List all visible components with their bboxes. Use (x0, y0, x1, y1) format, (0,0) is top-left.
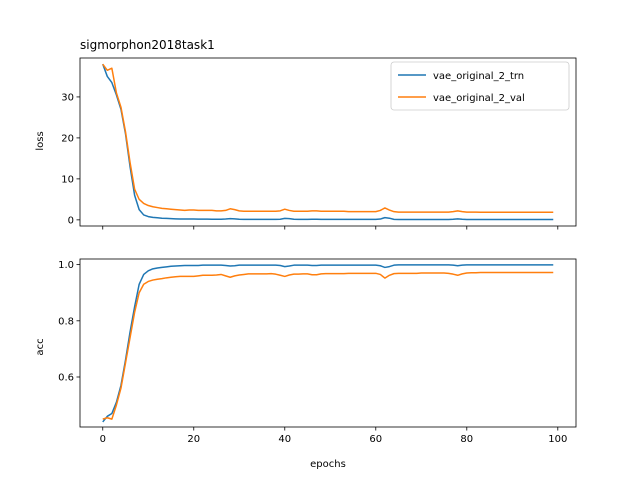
acc-series-line-trn (102, 264, 554, 423)
acc-lines (102, 264, 554, 423)
loss-lines (102, 63, 554, 221)
legend-label-val: vae_original_2_val (433, 93, 525, 104)
loss-y-tick-label-0: 0 (68, 215, 74, 226)
loss-series-line-trn (102, 63, 554, 221)
acc-subplot: acc epochs 0 20 40 60 80 100 0.6 0.8 1.0 (35, 258, 577, 470)
acc-y-tick-label-0.6: 0.6 (58, 372, 74, 383)
acc-x-tick-label-60: 60 (369, 434, 382, 445)
loss-ticks: 0 10 20 30 (61, 92, 559, 230)
acc-y-axis-label: acc (35, 338, 46, 355)
acc-y-tick-label-0.8: 0.8 (58, 316, 74, 327)
acc-x-tick-label-20: 20 (187, 434, 200, 445)
acc-x-tick-label-100: 100 (548, 434, 567, 445)
loss-y-axis-label: loss (35, 131, 46, 150)
loss-y-tick-label-20: 20 (61, 133, 74, 144)
acc-x-tick-label-40: 40 (278, 434, 291, 445)
loss-y-tick-label-10: 10 (61, 174, 74, 185)
acc-ticks: 0 20 40 60 80 100 0.6 0.8 1.0 (58, 260, 567, 445)
loss-subplot: sigmorphon2018task1 loss 0 10 20 30 vae_ori… (35, 38, 577, 230)
loss-series-line-val (102, 63, 554, 214)
acc-plot-frame (79, 258, 577, 428)
acc-series-line-val (102, 271, 554, 420)
acc-x-axis-label: epochs (310, 459, 346, 470)
acc-x-tick-label-0: 0 (100, 434, 106, 445)
legend: vae_original_2_trn vae_original_2_val (390, 61, 570, 111)
acc-x-tick-label-80: 80 (460, 434, 473, 445)
legend-box (390, 61, 570, 111)
chart-title: sigmorphon2018task1 (80, 38, 215, 52)
loss-y-tick-label-30: 30 (61, 92, 74, 103)
legend-label-trn: vae_original_2_trn (433, 71, 524, 82)
acc-y-tick-label-1: 1.0 (58, 260, 74, 271)
loss-plot-frame (79, 57, 577, 227)
